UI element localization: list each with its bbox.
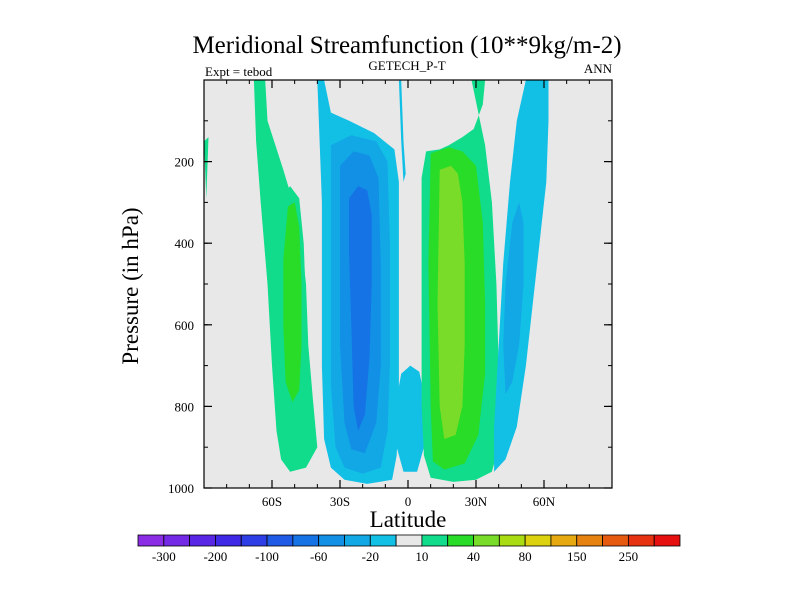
contour-streak-1 <box>537 80 544 105</box>
contour-neg-left-4 <box>349 186 372 431</box>
x-tick-label: 0 <box>405 494 412 509</box>
colorbar-label: 10 <box>415 549 428 564</box>
colorbar-label: -20 <box>362 549 379 564</box>
y-tick-label: 800 <box>175 399 195 414</box>
y-tick-label: 200 <box>175 155 195 170</box>
colorbar-swatch <box>447 534 474 547</box>
colorbar-swatch <box>318 534 345 547</box>
y-axis-label: Pressure (in hPa) <box>118 207 143 364</box>
x-tick-label: 60S <box>262 494 282 509</box>
contour-neg-right-inner <box>503 202 524 395</box>
x-tick-label: 30S <box>330 494 350 509</box>
colorbar-labels: -300 -200 -100 -60 -20 10 40 80 150 250 <box>152 549 638 564</box>
y-tick-label: 600 <box>175 318 195 333</box>
subtitle-right: ANN <box>584 61 613 76</box>
colorbar-swatch <box>473 534 500 547</box>
colorbar-swatch <box>421 534 449 547</box>
y-tick-label: 1000 <box>168 481 194 496</box>
x-axis-ticks: 60S 30S 0 30N 60N <box>262 80 556 509</box>
contour-dip-bump <box>396 365 424 472</box>
colorbar-swatch <box>215 534 242 547</box>
subtitle-center: GETECH_P-T <box>368 58 445 73</box>
contour-wedge-left <box>204 137 209 199</box>
contour-fill-layer <box>204 80 549 484</box>
colorbar-swatch <box>137 534 165 547</box>
colorbar-swatch <box>344 534 371 547</box>
colorbar-swatch <box>189 534 216 547</box>
contour-sh-cell-inner <box>283 202 302 403</box>
colorbar-label: -100 <box>255 549 279 564</box>
colorbar-swatch <box>576 534 603 547</box>
colorbar-label: -200 <box>203 549 227 564</box>
subtitle-left: Expt = tebod <box>205 64 273 79</box>
colorbar-label: -300 <box>152 549 176 564</box>
x-axis-label: Latitude <box>370 507 447 532</box>
colorbar-label: 150 <box>567 549 587 564</box>
colorbar-swatch <box>240 534 268 547</box>
contour-dip-strip <box>398 80 406 182</box>
colorbar-label: 80 <box>519 549 532 564</box>
colorbar-label: -60 <box>310 549 327 564</box>
colorbar-swatch <box>602 534 629 547</box>
colorbar-swatch <box>498 534 526 547</box>
colorbar-swatch <box>550 534 578 547</box>
colorbar-swatch <box>395 534 423 547</box>
colorbar-swatch <box>292 534 320 547</box>
colorbar-swatch <box>369 534 397 547</box>
colorbar-swatch <box>627 534 655 547</box>
y-tick-label: 400 <box>175 236 195 251</box>
colorbar-label: 40 <box>467 549 480 564</box>
colorbar <box>137 534 681 547</box>
contour-pos-cell-3 <box>437 165 465 439</box>
chart-title: Meridional Streamfunction (10**9kg/m-2) <box>192 32 621 59</box>
y-axis-ticks: 200 400 600 800 1000 <box>168 155 612 496</box>
colorbar-swatch <box>266 534 294 547</box>
colorbar-swatch <box>163 534 191 547</box>
x-tick-label: 60N <box>533 494 556 509</box>
colorbar-swatch <box>653 534 681 547</box>
colorbar-label: 250 <box>619 549 639 564</box>
x-tick-label: 30N <box>465 494 488 509</box>
colorbar-swatch <box>524 534 552 547</box>
contour-streak-2 <box>533 80 539 101</box>
